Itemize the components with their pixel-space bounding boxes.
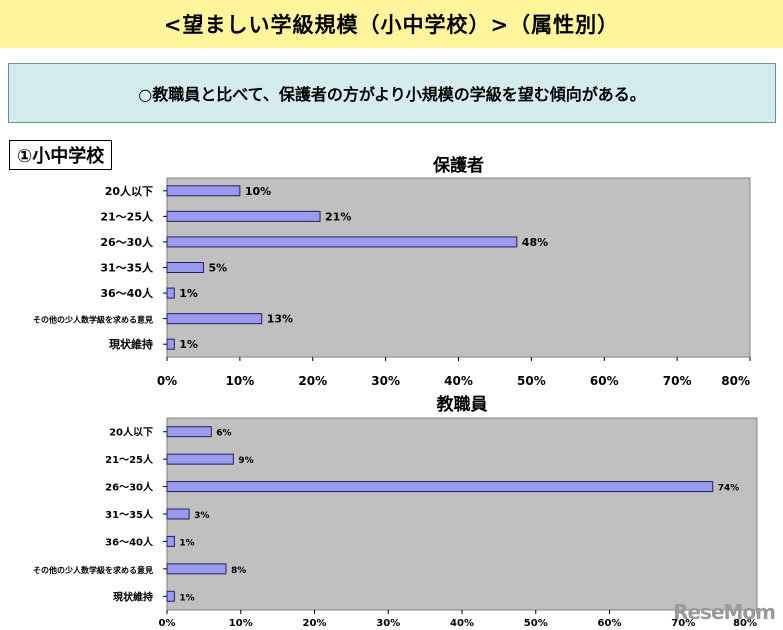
x-tick-label: 10%: [226, 374, 255, 388]
x-tick-label: 40%: [444, 374, 473, 388]
category-label: 26～30人: [105, 481, 154, 494]
category-label: 20人以下: [109, 426, 153, 439]
x-tick-label: 50%: [524, 618, 548, 629]
x-tick-label: 30%: [371, 374, 400, 388]
data-label: 8%: [231, 566, 246, 576]
data-label: 10%: [245, 185, 271, 198]
data-label: 1%: [179, 593, 194, 603]
bar: [167, 186, 240, 196]
bar: [167, 509, 189, 519]
bar: [167, 454, 233, 464]
bar: [167, 591, 174, 601]
bar: [167, 211, 320, 221]
data-label: 1%: [179, 538, 194, 548]
data-label: 48%: [522, 236, 548, 249]
bar: [167, 288, 174, 298]
x-tick-label: 10%: [229, 618, 253, 629]
x-tick-label: 20%: [298, 374, 327, 388]
bar: [167, 482, 713, 492]
x-tick-label: 70%: [663, 374, 692, 388]
data-label: 21%: [325, 210, 351, 223]
bar: [167, 237, 517, 247]
chart-title: 保護者: [432, 155, 484, 176]
teachers-bar-chart: 教職員 20人以下 6% 21～25人 9% 26～30人 74% 31～35人 3% 36～40…: [0, 390, 783, 630]
data-label: 1%: [179, 287, 198, 300]
category-label: 31～35人: [100, 261, 154, 275]
category-label: 26～30人: [100, 235, 154, 249]
category-label: 21～25人: [100, 209, 154, 223]
bar: [167, 339, 174, 349]
plot-area: [167, 418, 757, 610]
data-label: 74%: [718, 484, 740, 494]
category-label: その他の少人数学級を求める意見: [33, 565, 153, 575]
chart-title: 教職員: [436, 394, 488, 415]
data-label: 5%: [208, 262, 227, 275]
category-label: 31～35人: [105, 508, 154, 521]
summary-text: ○教職員と比べて、保護者の方がより小規模の学級を望む傾向がある。: [138, 81, 645, 105]
data-label: 3%: [194, 511, 209, 521]
category-label: 21～25人: [105, 453, 154, 466]
summary-box: ○教職員と比べて、保護者の方がより小規模の学級を望む傾向がある。: [8, 63, 776, 123]
bar: [167, 314, 262, 324]
data-label: 9%: [238, 456, 253, 466]
category-label: 現状維持: [113, 590, 153, 603]
title-banner: <望ましい学級規模（小中学校）>（属性別）: [0, 0, 783, 48]
bar: [167, 263, 203, 273]
x-tick-label: 60%: [598, 618, 622, 629]
category-label: 現状維持: [109, 337, 153, 351]
parents-bar-chart: 保護者 20人以下 10% 21～25人 21% 26～30人 48% 31～35人 5% 36～…: [0, 150, 783, 390]
category-label: 20人以下: [105, 184, 153, 198]
x-tick-label: 30%: [376, 618, 400, 629]
x-tick-label: 0%: [159, 618, 176, 629]
bar: [167, 564, 226, 574]
data-label: 1%: [179, 338, 198, 351]
category-label: その他の少人数学級を求める意見: [33, 315, 153, 325]
category-label: 36～40人: [105, 535, 154, 548]
x-tick-label: 40%: [450, 618, 474, 629]
x-tick-label: 80%: [721, 374, 750, 388]
data-label: 6%: [216, 429, 231, 439]
data-label: 13%: [267, 313, 293, 326]
x-tick-label: 20%: [303, 618, 327, 629]
bar: [167, 536, 174, 546]
page-title: <望ましい学級規模（小中学校）>（属性別）: [164, 9, 619, 39]
resemom-watermark: ReseMom: [673, 600, 775, 624]
bar: [167, 427, 211, 437]
x-tick-label: 50%: [517, 374, 546, 388]
x-tick-label: 60%: [590, 374, 619, 388]
plot-area: [167, 178, 750, 357]
x-tick-label: 0%: [157, 374, 177, 388]
category-label: 36～40人: [100, 286, 154, 300]
